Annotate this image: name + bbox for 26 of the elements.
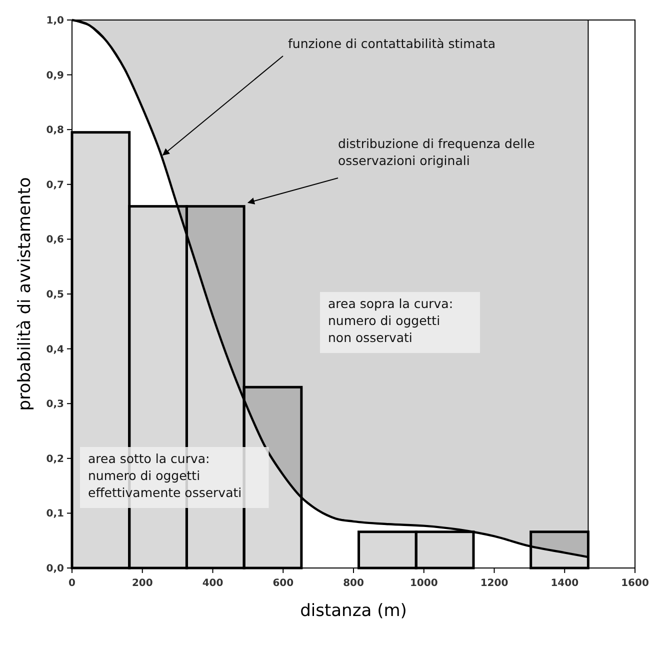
annotation: distribuzione di frequenza delle osservazioni originali — [338, 136, 536, 168]
x-tick-label: 1000 — [410, 578, 438, 589]
x-axis-title: distanza (m) — [300, 601, 407, 621]
y-tick-label: 0,4 — [46, 344, 64, 356]
annotation: area sopra la curva: numero di oggetti non osservati — [328, 296, 454, 345]
x-tick-label: 200 — [132, 578, 153, 589]
x-tick-label: 0 — [68, 578, 76, 589]
x-tick-label: 1200 — [480, 578, 508, 589]
x-tick-label: 600 — [272, 578, 294, 589]
x-tick-label: 800 — [343, 578, 364, 589]
y-tick-label: 0,3 — [46, 399, 64, 410]
y-tick-label: 0,9 — [46, 70, 64, 82]
annotation: area sotto la curva: numero di oggetti effettivamente osservati — [88, 451, 242, 500]
y-tick-label: 1,0 — [46, 16, 64, 26]
x-tick-label: 400 — [202, 578, 224, 589]
x-tick-label: 1400 — [550, 578, 579, 589]
y-tick-label: 0,2 — [46, 454, 64, 465]
y-tick-label: 0,5 — [46, 290, 64, 300]
y-tick-label: 0,1 — [46, 508, 64, 520]
y-tick-label: 0,7 — [46, 180, 64, 191]
y-tick-label: 0,6 — [46, 234, 64, 246]
y-axis-title: probabilità di avvistamento — [15, 177, 35, 411]
annotation: funzione di contattabilità stimata — [288, 36, 496, 51]
y-tick-label: 0,0 — [46, 564, 64, 574]
y-tick-label: 0,8 — [46, 125, 64, 136]
x-tick-label: 1600 — [621, 578, 649, 589]
